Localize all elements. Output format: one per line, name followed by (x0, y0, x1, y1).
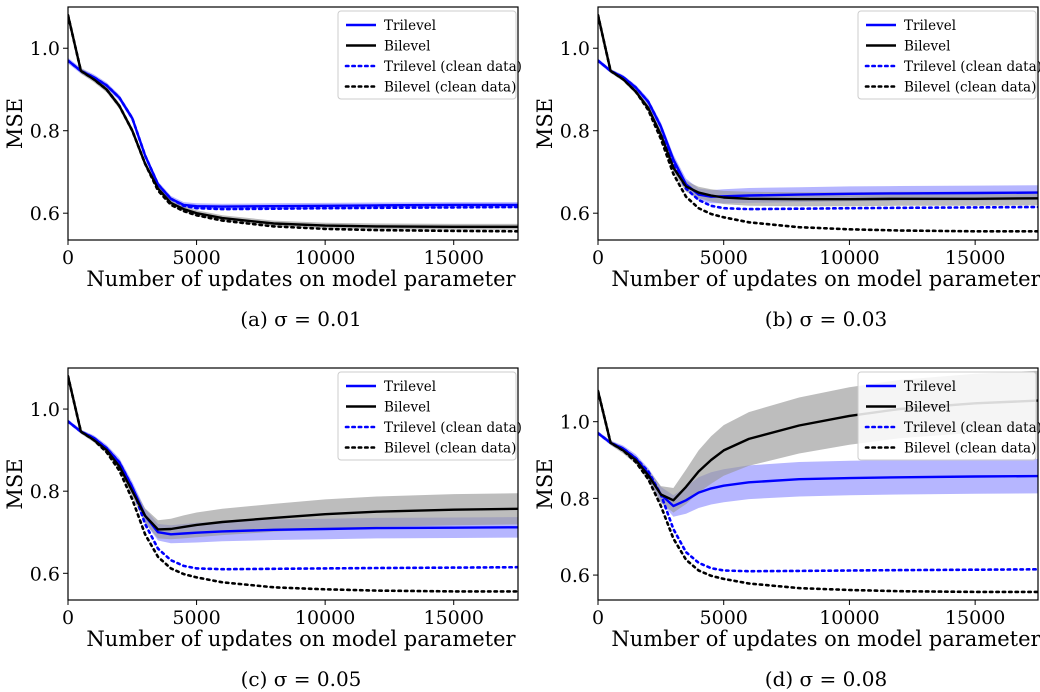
series-line-1 (68, 59, 518, 208)
plot-frame (67, 367, 519, 601)
legend-label-2: Bilevel (384, 39, 430, 55)
x-axis-label: Number of updates on model parameter (86, 627, 516, 651)
x-tick-label: 15000 (945, 247, 1005, 269)
x-tick-label: 5000 (172, 607, 220, 629)
x-tick-label: 15000 (423, 607, 483, 629)
x-axis-label: Number of updates on model parameter (611, 267, 1040, 291)
legend-label-3: Trilevel (clean data) (904, 59, 1040, 75)
legend-label-4: Bilevel (clean data) (384, 441, 516, 457)
plot-frame (597, 6, 1039, 241)
y-tick-label: 0.8 (560, 121, 590, 143)
legend-label-3: Trilevel (clean data) (904, 420, 1040, 436)
confidence-band-1 (598, 58, 1038, 204)
x-tick-label: 15000 (423, 247, 483, 269)
y-tick-label: 0.6 (560, 565, 590, 587)
y-axis-label: MSE (3, 98, 27, 149)
chart-panel-3: 0 5000 10000 15000 0.6 0.8 1.0 Number of update… (3, 367, 522, 691)
chart-panel-2: 0 5000 10000 15000 0.6 0.8 1.0 Number of update… (533, 6, 1040, 331)
legend-box (337, 371, 517, 461)
legend-label-1: Trilevel (384, 379, 436, 395)
panel-caption: (d) σ = 0.08 (765, 667, 887, 691)
y-axis-label: MSE (533, 458, 557, 509)
legend: Trilevel Bilevel Trilevel (clean data) Bile… (857, 371, 1040, 461)
y-tick-label: 0.8 (560, 488, 590, 510)
plot-frame (67, 6, 519, 241)
series-line-1 (598, 432, 1038, 508)
legend: Trilevel Bilevel Trilevel (clean data) Bile… (857, 10, 1040, 100)
x-tick-label: 5000 (700, 247, 748, 269)
x-axis-label: Number of updates on model parameter (86, 267, 516, 291)
x-tick-label: 0 (592, 607, 604, 629)
legend-label-2: Bilevel (904, 39, 950, 55)
x-tick-label: 10000 (819, 607, 879, 629)
y-tick-label: 1.0 (30, 399, 60, 421)
legend-box (337, 10, 517, 100)
series-line-1 (68, 420, 518, 536)
y-axis-label: MSE (3, 458, 27, 509)
y-tick-label: 0.6 (30, 563, 60, 585)
legend-label-1: Trilevel (904, 18, 956, 34)
plot-area (598, 13, 1038, 233)
confidence-band-1 (68, 419, 518, 544)
y-tick-label: 0.8 (30, 481, 60, 503)
y-tick-label: 0.6 (30, 203, 60, 225)
legend-box (857, 371, 1037, 461)
series-line-1 (598, 59, 1038, 198)
y-tick-label: 0.6 (560, 203, 590, 225)
legend-label-2: Bilevel (384, 400, 430, 416)
legend: Trilevel Bilevel Trilevel (clean data) Bile… (337, 371, 522, 461)
y-tick-label: 0.8 (30, 121, 60, 143)
x-tick-label: 10000 (295, 247, 355, 269)
x-tick-label: 5000 (700, 607, 748, 629)
legend: Trilevel Bilevel Trilevel (clean data) Bile… (337, 10, 522, 100)
series-line-2 (68, 14, 518, 229)
plot-area (68, 374, 518, 593)
chart-panel-4: 0 5000 10000 15000 0.6 0.8 1.0 Number of update… (533, 367, 1040, 691)
y-tick-label: 1.0 (30, 38, 60, 60)
plot-frame (597, 367, 1039, 601)
panel-caption: (c) σ = 0.05 (241, 667, 362, 691)
legend-label-4: Bilevel (clean data) (384, 80, 516, 96)
legend-label-4: Bilevel (clean data) (904, 441, 1036, 457)
x-tick-label: 0 (62, 607, 74, 629)
legend-box (857, 10, 1037, 100)
series-line-2 (598, 14, 1038, 201)
legend-label-3: Trilevel (clean data) (384, 59, 522, 75)
x-axis-label: Number of updates on model parameter (611, 627, 1040, 651)
legend-label-4: Bilevel (clean data) (904, 80, 1036, 96)
panel-caption: (a) σ = 0.01 (240, 307, 362, 331)
legend-label-2: Bilevel (904, 400, 950, 416)
x-tick-label: 0 (62, 247, 74, 269)
panel-caption: (b) σ = 0.03 (765, 307, 887, 331)
chart-panel-1: 0 5000 10000 15000 0.6 0.8 1.0 Number of update… (3, 6, 522, 331)
y-tick-label: 1.0 (560, 38, 590, 60)
legend-label-1: Trilevel (384, 18, 436, 34)
x-tick-label: 0 (592, 247, 604, 269)
x-tick-label: 10000 (819, 247, 879, 269)
legend-label-3: Trilevel (clean data) (384, 420, 522, 436)
series-line-2 (68, 375, 518, 531)
y-axis-label: MSE (533, 98, 557, 149)
confidence-band-2 (68, 374, 518, 540)
legend-label-1: Trilevel (904, 379, 956, 395)
x-tick-label: 5000 (172, 247, 220, 269)
x-tick-label: 10000 (295, 607, 355, 629)
confidence-band-1 (598, 431, 1038, 517)
plot-area (68, 12, 518, 233)
x-tick-label: 15000 (945, 607, 1005, 629)
y-tick-label: 1.0 (560, 412, 590, 434)
